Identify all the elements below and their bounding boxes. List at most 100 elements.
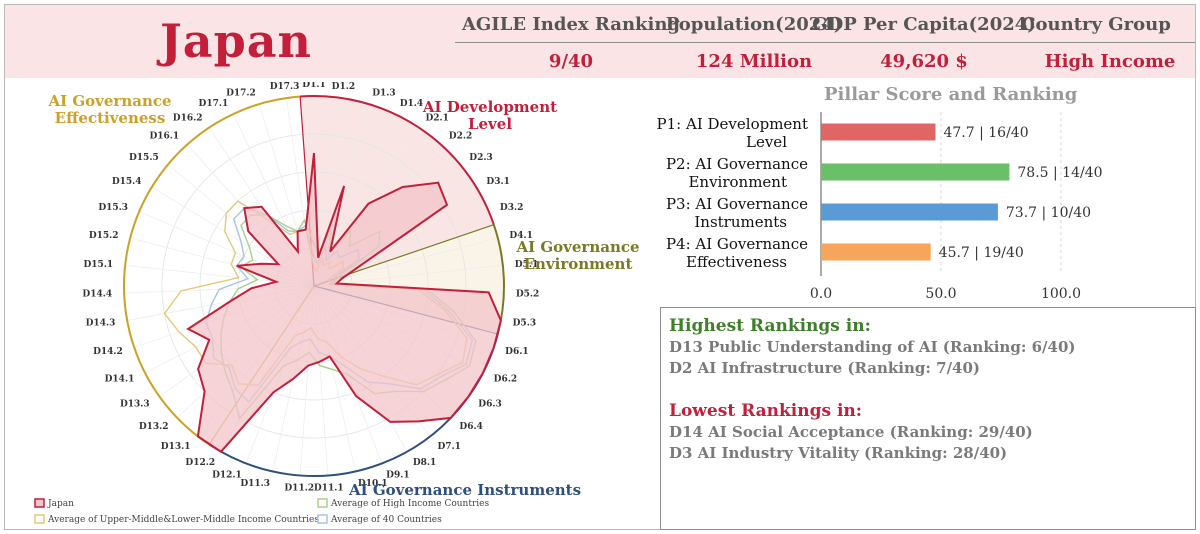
radar-axis-label: D4.1	[509, 231, 532, 241]
radar-axis-label: D1.1	[302, 82, 325, 90]
radar-axis-label: D15.2	[89, 231, 119, 241]
lowest-item: D3 AI Industry Vitality (Ranking: 28/40)	[669, 444, 1008, 462]
radar-axis-label: D2.1	[425, 114, 448, 124]
pillar-category-label: P1: AI Development	[657, 115, 808, 133]
highlights-panel: Highest Rankings in: D13 Public Understa…	[660, 307, 1196, 530]
radar-spoke	[313, 237, 498, 287]
radar-axis-label: D15.5	[129, 153, 159, 163]
pillar-category-label: Environment	[688, 173, 787, 191]
radar-axis-label: D2.3	[469, 153, 492, 163]
pillar-bar-value: 47.7 | 16/40	[943, 125, 1028, 141]
radar-axis-label: D2.2	[449, 132, 472, 142]
x-tick-label: 0.0	[810, 286, 832, 302]
radar-axis-label: D13.2	[139, 422, 169, 432]
radar-axis-label: D5.2	[516, 289, 539, 299]
radar-axis-label: D15.3	[98, 203, 128, 213]
radar-axis-label: D6.4	[459, 422, 482, 432]
radar-axis-label: D11.1	[314, 483, 344, 493]
legend-swatch	[317, 514, 328, 524]
legend-swatch	[317, 498, 328, 508]
pillar-bar-value: 73.7 | 10/40	[1006, 205, 1091, 221]
radar-axis-label: D1.3	[372, 89, 395, 99]
radar-axis-label: D8.1	[413, 458, 436, 468]
header-value-population: 124 Million	[695, 51, 813, 72]
header-value-gdp: 49,620 $	[880, 51, 968, 72]
radar-axis-label: D6.3	[478, 400, 501, 410]
radar-axis-label: D15.4	[112, 177, 142, 187]
radar-pillar-title: AI Governance	[515, 238, 639, 256]
radar-axis-label: D11.3	[240, 479, 270, 489]
radar-series-japan	[186, 152, 502, 454]
radar-pillar-title: Environment	[524, 255, 633, 273]
page-frame	[4, 4, 1196, 530]
radar-pillar-title: AI Governance Instruments	[348, 481, 581, 499]
radar-axis-label: D3.2	[500, 203, 523, 213]
header-divider	[455, 42, 1195, 43]
legend-label: Japan	[47, 499, 74, 509]
radar-pillar-title: AI Governance	[47, 92, 171, 110]
highest-title: Highest Rankings in:	[669, 316, 871, 336]
radar-axis-label: D16.1	[149, 132, 179, 142]
radar-axis-label: D12.2	[185, 458, 215, 468]
radar-axis-label: D1.2	[332, 82, 355, 92]
header-label-ranking: AGILE Index Ranking	[461, 14, 681, 35]
x-tick-label: 100.0	[1041, 286, 1081, 302]
x-tick-label: 50.0	[925, 286, 956, 302]
pillar-category-label: Effectiveness	[686, 253, 787, 271]
legend-swatch	[34, 514, 45, 524]
pillar-category-label: P2: AI Governance	[666, 155, 808, 173]
radar-axis-label: D14.4	[82, 289, 112, 299]
radar-axis-label: D11.2	[284, 483, 314, 493]
highest-item: D13 Public Understanding of AI (Ranking:…	[669, 338, 1076, 356]
lowest-item: D14 AI Social Acceptance (Ranking: 29/40…	[669, 423, 1033, 441]
radar-axis-label: D15.1	[83, 260, 113, 270]
header-band	[5, 5, 1195, 78]
radar-axis-label: D5.3	[513, 319, 536, 329]
radar-axis-label: D9.1	[386, 471, 409, 481]
pillar-bar	[821, 203, 998, 221]
radar-axis-label: D14.1	[105, 374, 135, 384]
legend-swatch	[34, 498, 45, 508]
radar-axis-label: D1.4	[400, 99, 423, 109]
radar-chart: D1.1 D1.2 D1.3 D1.4D2.1D2.2 D2.3 D3.1 D3.2 D4.1…	[34, 82, 640, 525]
legend-label: Average of 40 Countries	[330, 515, 442, 525]
radar-pillar-arc	[123, 95, 301, 446]
pillar-bar	[821, 243, 931, 261]
radar-pillar-title: Level	[468, 115, 512, 133]
header-label-group: Country Group	[1021, 14, 1171, 35]
highest-item: D2 AI Infrastructure (Ranking: 7/40)	[669, 359, 981, 377]
pillar-chart-title: Pillar Score and Ranking	[824, 84, 1078, 105]
pillar-bar	[821, 123, 936, 141]
pillar-category-label: Instruments	[694, 213, 787, 231]
radar-spoke	[313, 264, 503, 287]
radar-axis-label: D13.3	[120, 400, 150, 410]
country-title: Japan	[160, 14, 312, 68]
pillar-category-label: Level	[746, 133, 787, 151]
header-label-population: Population(2024)	[665, 14, 843, 35]
header-value-group: High Income	[1044, 51, 1176, 72]
radar-axis-label: D17.2	[226, 89, 256, 99]
radar-pillar-arc	[300, 95, 495, 225]
pillar-bar	[821, 163, 1010, 181]
radar-pillar-title: AI Development	[422, 98, 557, 116]
header-label-gdp: GDP Per Capita(2024)	[812, 14, 1036, 35]
radar-pillar-title: Effectiveness	[55, 109, 166, 127]
radar-axis-label: D16.2	[173, 114, 203, 124]
radar-axis-label: D12.1	[212, 471, 242, 481]
radar-axis-label: D14.3	[86, 319, 116, 329]
radar-axis-label: D17.3	[270, 82, 300, 92]
pillar-category-label: P3: AI Governance	[666, 195, 808, 213]
pillar-category-label: P4: AI Governance	[666, 235, 808, 253]
radar-axis-label: D5.1	[515, 260, 538, 270]
pillar-bar-chart: 0.0 50.0 100.0 47.7 | 16/40 P1: AI Developme…	[657, 112, 1103, 302]
radar-axis-label: D10.1	[358, 479, 388, 489]
radar-axis-label: D14.2	[93, 347, 123, 357]
legend-label: Average of Upper-Middle&Lower-Middle Inc…	[47, 515, 319, 525]
radar-axis-label: D3.1	[486, 177, 509, 187]
radar-axis-label: D6.2	[494, 374, 517, 384]
radar-axis-label: D6.1	[505, 347, 528, 357]
pillar-bar-value: 45.7 | 19/40	[939, 245, 1024, 261]
legend-label: Average of High Income Countries	[330, 499, 489, 509]
lowest-title: Lowest Rankings in:	[669, 401, 863, 421]
header-value-ranking: 9/40	[548, 51, 594, 72]
